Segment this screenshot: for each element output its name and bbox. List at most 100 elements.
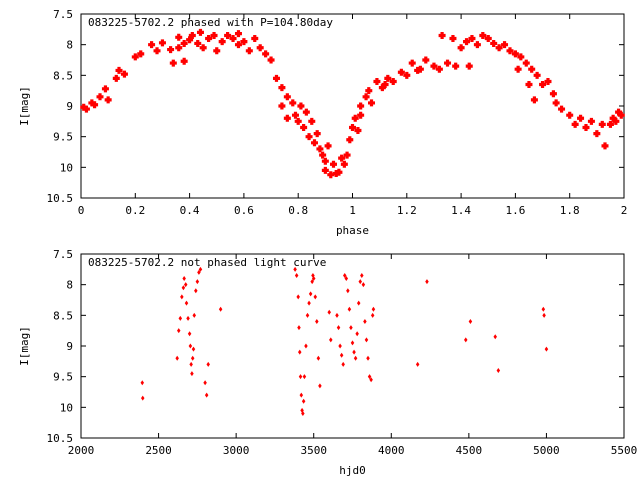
data-point	[366, 355, 370, 361]
data-point	[187, 331, 192, 337]
data-point	[197, 269, 201, 275]
data-point	[82, 105, 90, 113]
data-point	[370, 312, 375, 318]
data-point	[479, 31, 487, 39]
x-tick-label: 5000	[533, 444, 560, 457]
data-point	[346, 136, 354, 144]
data-point	[169, 59, 177, 67]
data-point	[522, 59, 530, 67]
data-point	[88, 99, 96, 107]
data-point	[183, 282, 188, 288]
data-point	[425, 279, 429, 285]
data-point	[342, 272, 347, 278]
data-point	[495, 44, 503, 52]
data-point	[435, 65, 443, 73]
y-tick-label: 9.5	[53, 371, 73, 384]
data-point	[364, 337, 369, 343]
data-point	[189, 361, 193, 367]
data-point	[298, 374, 303, 380]
data-point	[349, 325, 353, 331]
x-tick-label: 2500	[145, 444, 172, 457]
data-point	[397, 68, 405, 76]
data-point	[514, 65, 522, 73]
y-tick-label: 9.5	[53, 131, 73, 144]
y-axis-label: I[mag]	[18, 326, 31, 366]
data-point	[131, 53, 139, 61]
data-point	[452, 62, 460, 70]
y-tick-label: 8	[66, 279, 73, 292]
data-point	[464, 337, 468, 343]
data-point	[180, 294, 184, 300]
data-point	[612, 117, 620, 125]
data-point	[468, 318, 473, 324]
data-point	[350, 340, 355, 346]
data-point	[490, 39, 498, 47]
data-point	[544, 77, 552, 85]
data-point	[533, 71, 541, 79]
data-point	[449, 35, 457, 43]
data-point	[384, 74, 392, 82]
data-point	[403, 71, 411, 79]
data-point	[256, 44, 264, 52]
x-tick-label: 0.4	[180, 204, 200, 217]
data-point	[430, 62, 438, 70]
data-point	[175, 44, 183, 52]
data-point	[315, 318, 319, 324]
x-tick-label: 2000	[68, 444, 95, 457]
y-tick-label: 10	[60, 161, 73, 174]
y-tick-label: 10	[60, 401, 73, 414]
data-point	[188, 31, 196, 39]
data-point	[196, 28, 204, 36]
data-point	[457, 44, 465, 52]
data-point	[539, 81, 547, 89]
data-point	[175, 355, 179, 361]
data-point	[362, 93, 370, 101]
data-point	[571, 120, 579, 128]
x-tick-label: 2	[621, 204, 628, 217]
x-tick-label: 1.2	[397, 204, 417, 217]
data-point	[213, 47, 221, 55]
data-point	[153, 47, 161, 55]
x-axis-label: phase	[336, 224, 369, 237]
chart-title: 083225-5702.2 phased with P=104.80day	[88, 16, 333, 29]
data-point	[296, 294, 300, 300]
y-tick-label: 7.5	[53, 248, 73, 261]
y-tick-label: 8.5	[53, 309, 73, 322]
data-point	[361, 282, 366, 288]
data-point	[307, 300, 311, 306]
data-point	[297, 325, 301, 331]
data-point	[199, 44, 207, 52]
x-tick-label: 0	[78, 204, 85, 217]
x-axis-label: hjd0	[339, 464, 366, 477]
data-point	[304, 343, 308, 349]
data-point	[297, 102, 305, 110]
data-point	[552, 99, 560, 107]
data-point	[356, 300, 361, 306]
data-point	[302, 374, 307, 380]
data-point	[353, 355, 358, 361]
data-point	[371, 306, 376, 312]
y-tick-label: 10.5	[47, 192, 74, 205]
data-point	[587, 117, 595, 125]
data-point	[188, 343, 193, 349]
data-point	[178, 315, 183, 321]
data-point	[415, 361, 420, 367]
data-point	[234, 41, 242, 49]
chart-title: 083225-5702.2 not phased light curve	[88, 256, 326, 269]
data-point	[343, 151, 351, 159]
data-point	[511, 50, 519, 58]
data-point	[593, 130, 601, 138]
data-point	[544, 346, 549, 352]
data-point	[293, 266, 297, 272]
data-point	[354, 127, 362, 135]
data-point	[91, 101, 99, 109]
data-point	[577, 114, 585, 122]
data-point	[115, 66, 123, 74]
data-point	[305, 312, 310, 318]
data-point	[313, 130, 321, 138]
data-point	[349, 123, 356, 131]
data-point	[408, 59, 416, 67]
data-point	[206, 361, 210, 367]
data-point	[338, 343, 342, 349]
y-tick-label: 7.5	[53, 8, 73, 21]
